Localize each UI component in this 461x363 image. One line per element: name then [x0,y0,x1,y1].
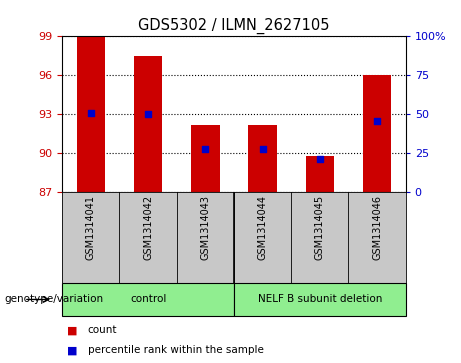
Point [201,147,209,152]
Point [259,147,266,152]
Text: GSM1314043: GSM1314043 [201,195,210,260]
Bar [77,36,105,192]
Text: GSM1314045: GSM1314045 [315,195,325,260]
Bar [62,283,234,316]
Point [87,110,95,116]
Title: GDS5302 / ILMN_2627105: GDS5302 / ILMN_2627105 [138,17,330,33]
Bar [363,75,391,192]
Text: GSM1314042: GSM1314042 [143,195,153,260]
Text: count: count [88,325,117,335]
Text: GSM1314046: GSM1314046 [372,195,382,260]
Text: GSM1314044: GSM1314044 [258,195,267,260]
Point [316,156,324,162]
Text: control: control [130,294,166,305]
Bar [134,56,162,192]
Text: ■: ■ [67,345,77,355]
Text: GSM1314041: GSM1314041 [86,195,96,260]
Bar [191,125,219,192]
Point [373,118,381,124]
Bar [234,283,406,316]
Text: NELF B subunit deletion: NELF B subunit deletion [258,294,382,305]
Text: ■: ■ [67,325,77,335]
Bar [306,156,334,192]
Text: genotype/variation: genotype/variation [5,294,104,305]
Bar [248,125,277,192]
Text: percentile rank within the sample: percentile rank within the sample [88,345,264,355]
Point [144,111,152,117]
